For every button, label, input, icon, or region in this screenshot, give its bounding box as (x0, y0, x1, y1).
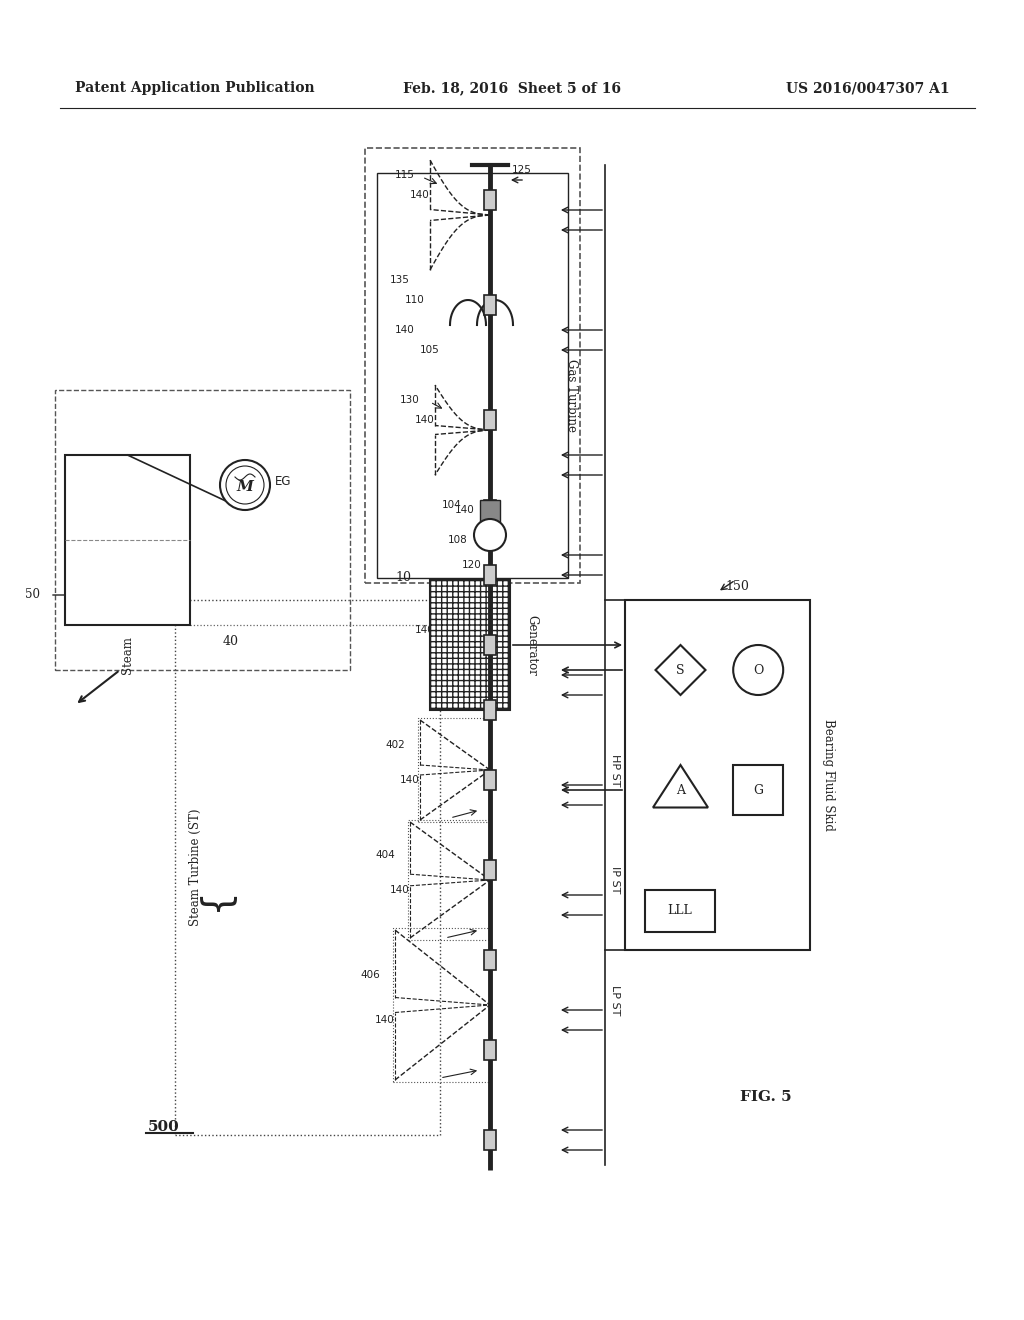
Bar (484, 770, 496, 789)
Bar (408, 820, 490, 940)
Bar (55, 389, 350, 671)
Text: S: S (676, 664, 685, 676)
Bar (484, 294, 496, 315)
Text: 140: 140 (456, 506, 475, 515)
Circle shape (220, 459, 270, 510)
Text: 500: 500 (148, 1119, 180, 1134)
Text: HRSG: HRSG (102, 543, 153, 557)
Text: M: M (237, 480, 253, 494)
Text: 140: 140 (375, 1015, 395, 1026)
Text: 140: 140 (416, 414, 435, 425)
Bar (365, 148, 580, 583)
Text: 150: 150 (726, 579, 750, 593)
Text: 406: 406 (360, 970, 380, 979)
Text: 140: 140 (390, 884, 410, 895)
Circle shape (733, 645, 783, 696)
Text: O: O (753, 664, 763, 676)
Bar (480, 500, 500, 521)
Text: 125: 125 (512, 165, 531, 176)
Bar (393, 928, 490, 1082)
Bar (484, 565, 496, 585)
Text: A: A (676, 784, 685, 796)
Bar (484, 500, 496, 520)
Text: Gas Turbine: Gas Turbine (565, 359, 579, 432)
Text: 40: 40 (223, 635, 239, 648)
Text: Generator: Generator (525, 615, 538, 676)
Bar (484, 411, 496, 430)
Text: LLL: LLL (668, 904, 692, 917)
Text: LP ST: LP ST (610, 985, 620, 1015)
Text: Bearing Fluid Skid: Bearing Fluid Skid (822, 719, 835, 830)
Text: G: G (754, 784, 763, 796)
Bar (430, 579, 510, 710)
Polygon shape (655, 645, 706, 696)
Bar (645, 890, 715, 932)
Text: 120: 120 (462, 560, 481, 570)
Text: 104: 104 (442, 500, 462, 510)
Bar (484, 700, 496, 719)
Text: Steam: Steam (121, 636, 134, 675)
Bar (733, 766, 783, 814)
Bar (625, 601, 810, 950)
Bar (484, 1130, 496, 1150)
Text: 135: 135 (390, 275, 410, 285)
Text: 402: 402 (385, 741, 406, 750)
Bar (484, 950, 496, 970)
Text: 108: 108 (449, 535, 468, 545)
Text: 110: 110 (406, 294, 425, 305)
Text: Steam Turbine (ST): Steam Turbine (ST) (188, 809, 202, 927)
Bar (430, 579, 510, 710)
Text: }: } (194, 895, 232, 920)
Text: 140: 140 (400, 775, 420, 785)
Circle shape (474, 519, 506, 550)
Text: US 2016/0047307 A1: US 2016/0047307 A1 (786, 81, 950, 95)
Text: 10: 10 (395, 572, 411, 583)
Bar (377, 173, 568, 578)
Text: EG: EG (275, 475, 292, 488)
Polygon shape (653, 766, 708, 808)
Bar (484, 635, 496, 655)
Text: FIG. 5: FIG. 5 (740, 1090, 792, 1104)
Bar (65, 455, 190, 624)
Text: 130: 130 (400, 395, 420, 405)
Text: 140: 140 (411, 190, 430, 201)
Text: 115: 115 (395, 170, 415, 180)
Bar (484, 1040, 496, 1060)
Bar (484, 861, 496, 880)
Text: HP ST: HP ST (610, 754, 620, 787)
Bar (418, 718, 490, 822)
Text: 105: 105 (420, 345, 440, 355)
Bar (175, 601, 440, 1135)
Text: IP ST: IP ST (610, 866, 620, 894)
Text: 50: 50 (25, 589, 40, 602)
Text: Feb. 18, 2016  Sheet 5 of 16: Feb. 18, 2016 Sheet 5 of 16 (403, 81, 621, 95)
Text: 140: 140 (395, 325, 415, 335)
Text: 140: 140 (416, 624, 435, 635)
Bar (484, 190, 496, 210)
Text: 404: 404 (375, 850, 395, 861)
Text: Patent Application Publication: Patent Application Publication (75, 81, 314, 95)
